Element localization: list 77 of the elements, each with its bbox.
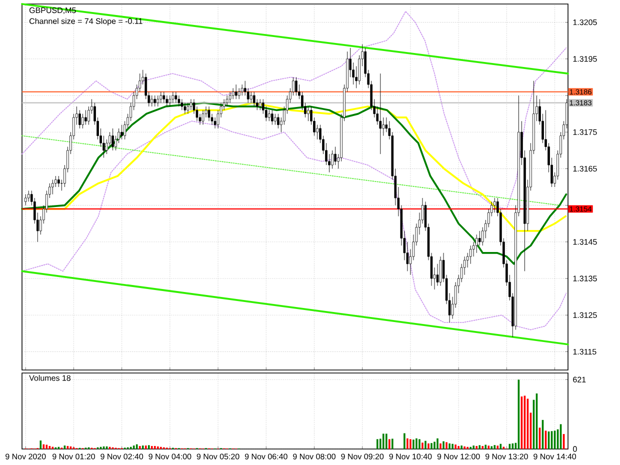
candlestick	[180, 98, 184, 110]
candlestick	[172, 92, 174, 104]
candlestick	[186, 102, 190, 114]
candlestick	[252, 92, 256, 107]
x-tick-label: 9 Nov 2020	[6, 454, 46, 460]
y-tick-label: 621	[573, 376, 586, 382]
candlestick	[82, 114, 84, 129]
x-tick-label: 9 Nov 14:40	[534, 454, 576, 460]
y-tick-label: 1.3125	[573, 312, 597, 318]
y-tick-label: 1.3205	[573, 19, 597, 26]
candlestick	[478, 230, 481, 246]
candlestick	[331, 150, 334, 169]
candlestick	[154, 95, 156, 107]
candlestick	[469, 245, 472, 264]
candlestick	[238, 88, 240, 100]
candlestick	[295, 76, 298, 96]
candlestick	[493, 198, 496, 213]
x-tick-label: 9 Nov 12:00	[437, 454, 480, 460]
x-tick-label: 9 Nov 06:40	[244, 454, 288, 460]
x-tick-label: 9 Nov 02:40	[100, 454, 144, 460]
candlestick	[156, 95, 160, 107]
candlestick	[475, 234, 478, 254]
x-tick-label: 9 Nov 10:40	[389, 454, 432, 460]
chart-title: Volumes 18	[29, 374, 71, 381]
candlestick	[168, 95, 172, 107]
candlestick	[162, 92, 166, 104]
candlestick	[334, 146, 336, 166]
chart-title: GBPUSD,M5	[29, 7, 76, 14]
candlestick	[436, 264, 439, 286]
y-tick-label: 1.3135	[573, 276, 597, 282]
candlestick	[439, 256, 442, 286]
candlestick	[277, 114, 280, 129]
candlestick	[160, 92, 162, 104]
candlestick	[214, 117, 216, 129]
x-tick-label: 9 Nov 08:00	[293, 454, 336, 460]
y-tick-label: 0	[573, 446, 577, 452]
candlestick	[202, 110, 204, 126]
candlestick	[166, 95, 168, 107]
candlestick	[24, 194, 27, 206]
candlestick	[270, 110, 274, 126]
candlestick	[58, 176, 60, 188]
x-tick-label: 9 Nov 01:20	[52, 454, 95, 460]
y-tick-label: 1.3175	[573, 129, 597, 135]
candlestick	[78, 110, 81, 129]
candlestick	[234, 84, 238, 100]
y-tick-label: 1.3115	[573, 348, 596, 355]
candlestick	[120, 124, 123, 140]
candlestick	[379, 73, 382, 154]
candlestick	[84, 110, 87, 126]
candlestick	[258, 98, 262, 110]
candlestick	[316, 124, 318, 140]
x-tick-label: 9 Nov 09:20	[341, 454, 384, 460]
candlestick	[208, 106, 210, 122]
candlestick	[228, 92, 232, 104]
candlestick	[27, 190, 30, 202]
candlestick	[268, 110, 270, 122]
candlestick	[274, 114, 276, 126]
y-tick-label: 1.3145	[573, 239, 597, 245]
candlestick	[382, 117, 385, 136]
x-tick-label: 9 Nov 05:20	[196, 454, 240, 460]
candlestick	[307, 106, 310, 122]
candlestick	[190, 98, 192, 110]
candlestick	[52, 179, 54, 195]
y-tick-label: 1.3195	[573, 56, 597, 62]
candlestick	[250, 92, 252, 104]
text: Channel size = 74 Slope = -0.11	[29, 18, 142, 26]
candlestick	[174, 92, 178, 104]
x-tick-label: 9 Nov 04:00	[148, 454, 192, 460]
candlestick	[150, 95, 154, 107]
candlestick	[240, 84, 244, 96]
candlestick	[232, 88, 234, 100]
x-tick-label: 9 Nov 13:20	[485, 454, 528, 460]
candlestick	[178, 95, 180, 107]
candlestick	[112, 128, 114, 151]
candlestick	[226, 95, 228, 107]
candlestick	[184, 102, 186, 114]
y-tick-label: 1.3165	[573, 166, 597, 172]
